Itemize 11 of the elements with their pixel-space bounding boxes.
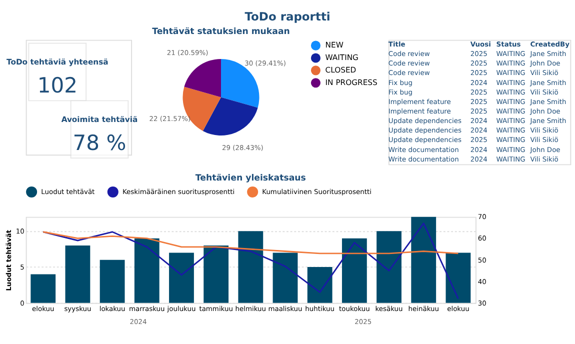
- chart-title: Tehtävien yleiskatsaus: [195, 173, 306, 184]
- text: ToDo raportti: [244, 10, 330, 24]
- text: 78 %: [72, 130, 126, 155]
- chart-title: Tehtävät statuksien mukaan: [152, 27, 290, 38]
- legend-label: CLOSED: [325, 65, 356, 74]
- legend-label: WAITING: [325, 52, 359, 62]
- legend-label: IN PROGRESS: [325, 78, 378, 87]
- text: 102: [37, 72, 78, 98]
- legend-label: NEW: [325, 40, 344, 50]
- text: ToDo tehtäviä yhteensä: [6, 58, 108, 67]
- text: Avoimita tehtäviä: [61, 115, 138, 124]
